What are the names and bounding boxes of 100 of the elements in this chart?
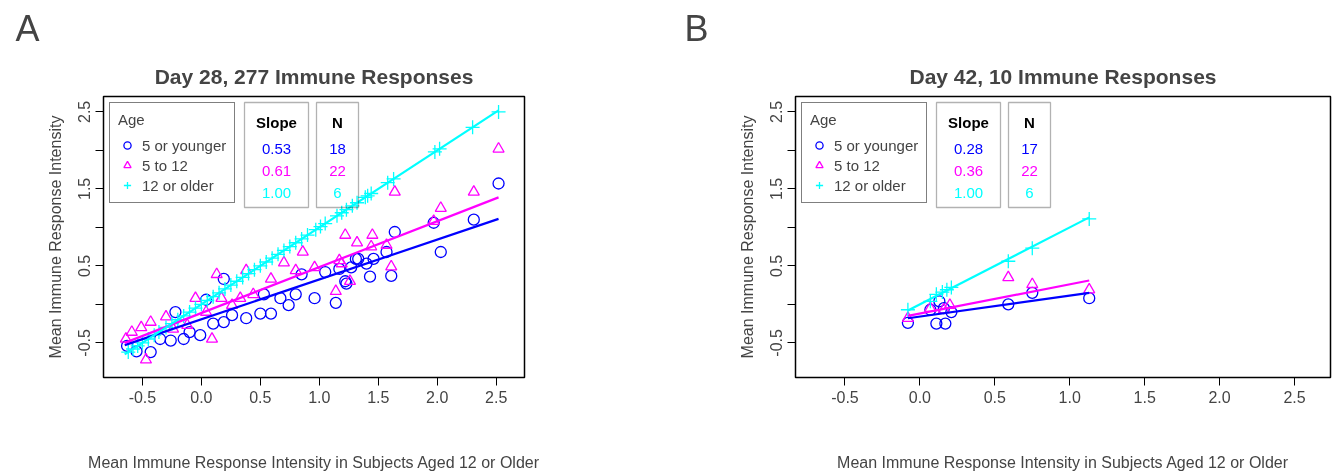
point bbox=[1083, 292, 1096, 305]
point bbox=[939, 282, 955, 298]
x-tick-label: 0.5 bbox=[249, 388, 272, 406]
point bbox=[240, 265, 257, 282]
point bbox=[490, 104, 507, 120]
chart-title: Day 42, 10 Immune Responses bbox=[909, 64, 1217, 88]
point bbox=[385, 259, 398, 271]
point bbox=[282, 298, 295, 312]
x-tick-label: 0.0 bbox=[908, 388, 932, 406]
point bbox=[164, 334, 177, 347]
point bbox=[434, 245, 447, 259]
point bbox=[187, 300, 204, 316]
point bbox=[312, 218, 329, 235]
point bbox=[350, 235, 364, 247]
x-tick-label: 1.5 bbox=[367, 388, 390, 406]
point bbox=[939, 317, 952, 330]
point bbox=[270, 246, 286, 262]
text: A bbox=[15, 7, 40, 49]
point bbox=[217, 281, 233, 297]
point bbox=[434, 201, 447, 212]
point bbox=[1002, 298, 1015, 311]
point bbox=[217, 315, 230, 329]
point bbox=[333, 262, 346, 276]
point bbox=[380, 238, 393, 249]
text: B bbox=[684, 7, 709, 49]
point bbox=[189, 291, 202, 303]
annotation: 22 bbox=[329, 161, 346, 179]
chart-title: Day 28, 277 Immune Responses bbox=[154, 64, 474, 88]
point bbox=[119, 332, 133, 343]
point bbox=[308, 260, 321, 272]
point bbox=[169, 305, 182, 319]
point bbox=[264, 307, 278, 320]
point bbox=[1024, 240, 1040, 256]
point bbox=[247, 287, 260, 299]
annotation: Slope bbox=[948, 114, 989, 131]
point bbox=[467, 213, 480, 226]
point bbox=[388, 225, 401, 239]
point bbox=[194, 329, 207, 342]
point bbox=[1081, 211, 1097, 227]
x-tick-label: 1.5 bbox=[1133, 388, 1156, 406]
point bbox=[144, 315, 157, 326]
legend-title: Age bbox=[118, 111, 146, 128]
point bbox=[365, 239, 378, 251]
legend-label: 12 or older bbox=[834, 176, 906, 194]
point bbox=[211, 285, 227, 301]
x-tick-label: -0.5 bbox=[128, 388, 157, 406]
point bbox=[492, 141, 505, 153]
point bbox=[264, 250, 280, 266]
y-axis-title: Mean Immune Response Intensity bbox=[738, 115, 756, 359]
point bbox=[1026, 277, 1039, 289]
point bbox=[264, 271, 278, 283]
point bbox=[900, 302, 916, 318]
point bbox=[193, 296, 210, 313]
point bbox=[252, 258, 268, 274]
point bbox=[276, 242, 292, 259]
annotation: N bbox=[332, 114, 343, 131]
point bbox=[215, 291, 228, 303]
point bbox=[388, 184, 401, 196]
point bbox=[246, 262, 263, 278]
point bbox=[240, 312, 253, 325]
point bbox=[288, 235, 304, 251]
point bbox=[930, 317, 943, 330]
x-axis-title: Mean Immune Response Intensity in Subjects Aged 12 or Older bbox=[837, 453, 1289, 471]
annotation: 1.00 bbox=[953, 183, 984, 201]
point bbox=[144, 345, 157, 359]
annotation: 0.61 bbox=[261, 161, 292, 179]
legend-title: Age bbox=[810, 111, 838, 128]
point bbox=[329, 284, 342, 296]
x-tick-label: 0.5 bbox=[983, 388, 1007, 406]
point bbox=[176, 308, 192, 324]
point bbox=[289, 263, 302, 275]
annotation: 22 bbox=[1021, 161, 1038, 179]
x-tick-label: -0.5 bbox=[831, 388, 859, 406]
point bbox=[177, 332, 190, 346]
x-tick-label: 2.5 bbox=[1283, 388, 1306, 406]
point bbox=[229, 273, 245, 289]
y-tick-label: -0.5 bbox=[768, 328, 786, 357]
annotation: 17 bbox=[1021, 139, 1038, 157]
point bbox=[277, 255, 291, 267]
point bbox=[366, 228, 379, 239]
point bbox=[367, 252, 380, 266]
point bbox=[427, 144, 443, 160]
x-axis-title: Mean Immune Response Intensity in Subjects Aged 12 or Older bbox=[88, 453, 540, 471]
point bbox=[234, 291, 247, 303]
annotation: 6 bbox=[333, 183, 342, 201]
point bbox=[159, 309, 173, 321]
y-tick-label: 2.5 bbox=[768, 100, 786, 124]
point bbox=[257, 288, 271, 301]
point bbox=[467, 184, 480, 196]
point bbox=[933, 295, 946, 308]
point bbox=[135, 320, 148, 332]
point bbox=[254, 307, 267, 320]
point bbox=[431, 141, 448, 157]
point bbox=[1083, 282, 1096, 294]
point bbox=[1002, 270, 1015, 282]
point bbox=[139, 352, 153, 364]
point bbox=[293, 231, 310, 247]
point bbox=[334, 205, 350, 221]
point bbox=[205, 332, 219, 343]
x-tick-label: 2.0 bbox=[426, 388, 449, 406]
